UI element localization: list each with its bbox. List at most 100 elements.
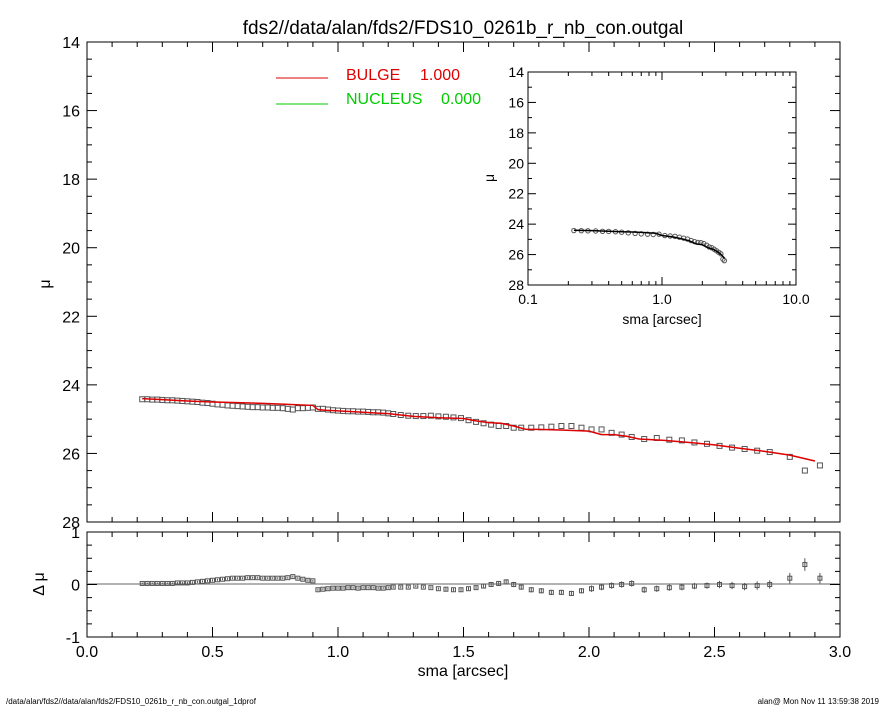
residual-data-point <box>443 586 449 592</box>
residual-x-tick-label: 3.0 <box>829 644 851 661</box>
residual-x-tick-label: 2.5 <box>703 644 725 661</box>
residual-data-point <box>458 587 464 593</box>
residual-data-point <box>405 584 411 590</box>
main-data-point <box>528 424 535 431</box>
inset-y-tick-label: 14 <box>508 64 524 80</box>
inset-x-tick-label: 1.0 <box>652 291 672 307</box>
main-y-tick-label: 22 <box>62 309 80 326</box>
residual-data-point <box>240 575 246 581</box>
inset-plot: 14 16 18 20 22 24 26 280.1 1.0 10.0 μ sma [arcsec… <box>481 64 810 327</box>
main-y-tick-label: 14 <box>62 35 80 52</box>
main-data-point <box>786 453 793 460</box>
inset-y-tick-label: 22 <box>508 186 524 202</box>
residual-data-point <box>164 580 170 586</box>
residual-data-point <box>295 575 301 581</box>
residual-data-point <box>817 575 823 581</box>
residual-data-point <box>390 584 396 590</box>
figure-title: fds2//data/alan/fds2/FDS10_0261b_r_nb_co… <box>243 18 684 39</box>
main-data-point <box>279 405 286 412</box>
main-data-point <box>442 413 449 420</box>
residual-data-point <box>290 574 296 580</box>
inset-y-tick-label: 28 <box>508 277 524 293</box>
residual-data-point <box>139 580 145 586</box>
residual-y-tick-label: 0 <box>71 578 80 595</box>
residual-data-point <box>265 575 271 581</box>
residual-data-point <box>169 580 175 586</box>
inset-data-point <box>632 230 638 237</box>
residual-data-point <box>481 583 487 589</box>
main-data-point <box>801 467 808 474</box>
residual-data-point <box>250 575 256 581</box>
inset-data-point <box>721 257 728 264</box>
residual-data-point <box>666 585 672 591</box>
residual-data-point <box>691 583 697 589</box>
residual-y-tick-label: 1 <box>71 525 80 542</box>
residual-data-point <box>199 578 205 584</box>
main-data-point <box>249 404 256 411</box>
inset-data-point <box>718 251 724 257</box>
residual-data-point <box>428 585 434 591</box>
inset-y-axis-label: μ <box>481 174 497 182</box>
residual-data-point <box>260 575 266 581</box>
main-plot: 14 16 18 20 22 24 26 28 μ BULGE 1.000 NUCLEUS 0… <box>37 35 841 532</box>
main-data-point <box>304 404 311 411</box>
main-data-point <box>503 423 510 429</box>
bulge-model-line <box>142 397 816 462</box>
residual-data-point <box>310 578 316 584</box>
residual-data-point <box>204 578 210 584</box>
residual-data-point <box>149 580 155 586</box>
residual-data-point <box>654 586 660 592</box>
residual-data-point <box>184 580 190 586</box>
residual-data-point <box>802 562 808 568</box>
residual-data-point <box>548 589 554 595</box>
residual-axis-ticks: 1 0 -10.0 0.5 1.0 1.5 2.0 2.5 3.0 <box>66 525 851 661</box>
main-data-marks <box>139 396 823 474</box>
inset-y-tick-label: 20 <box>508 155 524 171</box>
residual-data-point <box>330 585 336 591</box>
residual-data-point <box>144 580 150 586</box>
inset-x-tick-label: 0.1 <box>518 291 538 307</box>
residual-data-point <box>285 575 291 581</box>
residual-data-point <box>380 585 386 591</box>
main-data-point <box>299 405 306 412</box>
residual-data-point <box>729 583 735 589</box>
residual-data-point <box>305 577 311 583</box>
residual-x-tick-label: 2.0 <box>578 644 600 661</box>
residual-data-point <box>787 575 793 581</box>
residual-plot: 1 0 -10.0 0.5 1.0 1.5 2.0 2.5 3.0 Δ μ sma [arcse… <box>31 525 851 680</box>
inset-model-line <box>573 229 725 259</box>
main-y-tick-label: 16 <box>62 104 80 121</box>
residual-data-point <box>275 575 281 581</box>
residual-data-point <box>355 585 361 591</box>
residual-data-point <box>435 586 441 592</box>
residual-data-point <box>280 575 286 581</box>
residual-data-point <box>413 583 419 589</box>
main-data-point <box>234 403 241 410</box>
legend-nucleus-name: NUCLEUS <box>346 91 422 108</box>
main-data-point <box>239 403 246 410</box>
main-data-point <box>480 420 487 427</box>
residual-data-point <box>679 584 685 590</box>
residual-data-point <box>496 580 502 586</box>
residual-data-point <box>528 587 534 593</box>
residual-data-point <box>179 580 185 586</box>
residual-data-point <box>270 575 276 581</box>
inset-x-tick-label: 10.0 <box>782 291 809 307</box>
main-data-point <box>495 423 502 429</box>
residual-data-point <box>225 576 231 582</box>
main-data-point <box>548 423 555 430</box>
residual-x-tick-label: 0.0 <box>76 644 98 661</box>
residual-data-point <box>503 579 509 585</box>
main-data-point <box>264 404 271 411</box>
residual-data-point <box>189 579 195 585</box>
main-data-point <box>568 423 575 429</box>
inset-data-point <box>625 230 631 236</box>
main-data-point <box>284 405 291 412</box>
residual-data-point <box>335 585 341 591</box>
residual-data-point <box>325 586 331 592</box>
residual-data-point <box>641 587 647 593</box>
residual-data-point <box>385 585 391 591</box>
residual-data-point <box>767 582 773 587</box>
residual-data-point <box>754 583 760 589</box>
main-legend: BULGE 1.000 NUCLEUS 0.000 <box>276 67 481 108</box>
